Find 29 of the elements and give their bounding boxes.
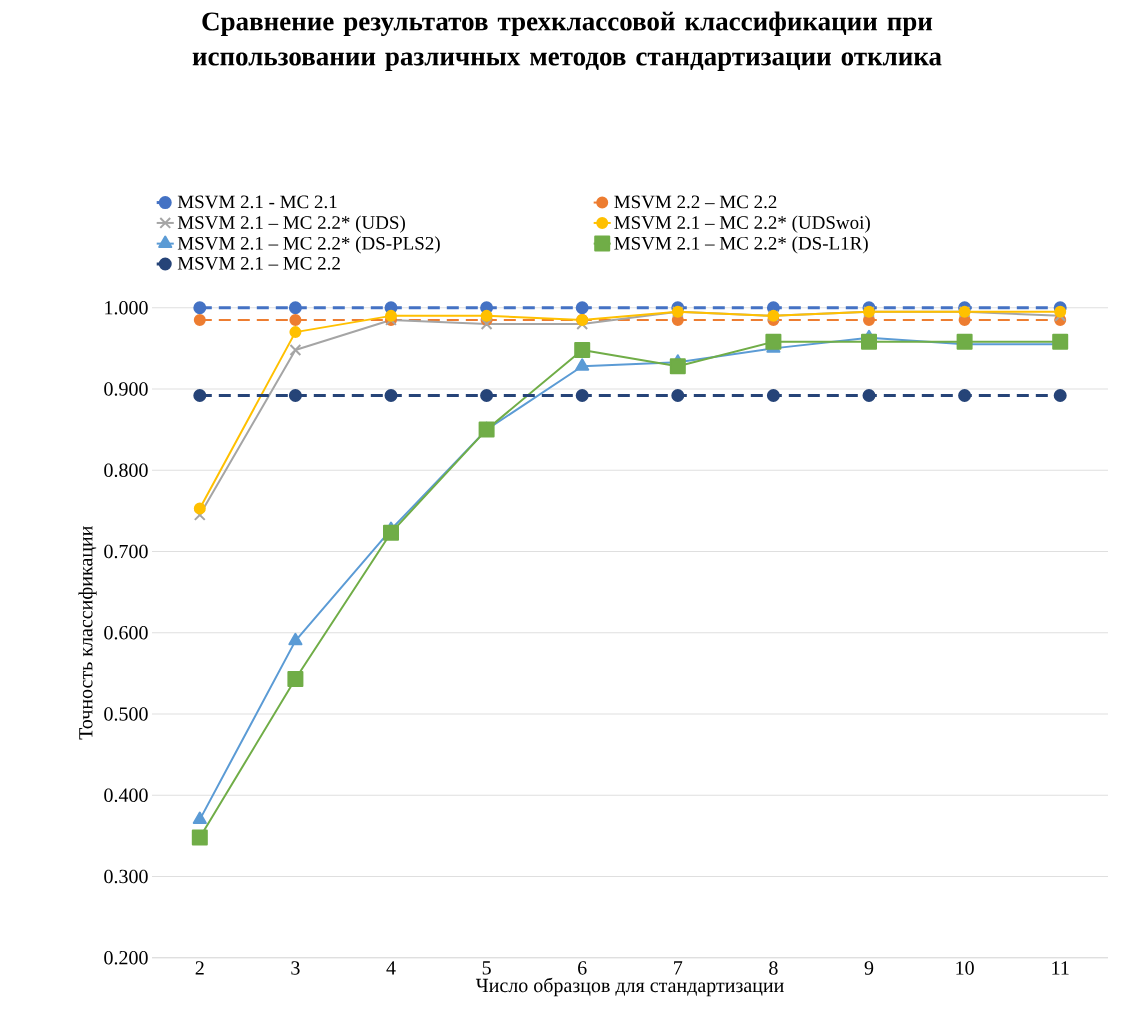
x-tick-label: 2 xyxy=(195,961,204,975)
x-tick-label: 7 xyxy=(674,961,683,975)
y-tick-label: 0.400 xyxy=(104,788,148,803)
legend-label: MSVM 2.2 – MC 2.2 xyxy=(614,195,777,209)
y-axis-title: Точность классификации xyxy=(78,526,97,740)
x-tick-label: 10 xyxy=(956,961,974,975)
x-tick-label: 11 xyxy=(1052,961,1069,975)
x-tick-label: 9 xyxy=(864,961,874,975)
y-tick-label: 0.300 xyxy=(104,869,148,884)
legend-label: MSVM 2.1 – MC 2.2* (UDS) xyxy=(177,215,405,233)
x-axis-title: Число образцов для стандартизации xyxy=(475,977,784,997)
x-tick-label: 5 xyxy=(482,961,491,975)
y-tick-label: 0.800 xyxy=(104,463,148,478)
legend-label: MSVM 2.1 - MC 2.1 xyxy=(177,195,337,209)
y-tick-label: 0.200 xyxy=(104,950,148,965)
chart-title: Сравнение результатов трехклассовой классификации при использовании различных методов стандартизации отклика xyxy=(192,11,942,72)
y-tick-label: 0.900 xyxy=(104,382,148,396)
y-tick-label: 0.600 xyxy=(104,625,148,640)
legend-label: MSVM 2.1 – MC 2.2* (UDSwoi) xyxy=(614,215,870,233)
legend-label: MSVM 2.1 – MC 2.2* (DS-L1R) xyxy=(614,236,868,254)
x-tick-label: 8 xyxy=(769,961,778,975)
legend-label: MSVM 2.1 – MC 2.2* (DS-PLS2) xyxy=(177,236,440,254)
x-tick-label: 4 xyxy=(386,961,396,975)
x-tick-label: 6 xyxy=(578,961,587,975)
legend-label: MSVM 2.1 – MC 2.2 xyxy=(177,256,340,270)
y-tick-label: 1.000 xyxy=(105,300,148,315)
y-tick-label: 0.500 xyxy=(104,707,148,721)
x-tick-label: 3 xyxy=(291,961,300,975)
y-tick-label: 0.700 xyxy=(104,544,148,559)
